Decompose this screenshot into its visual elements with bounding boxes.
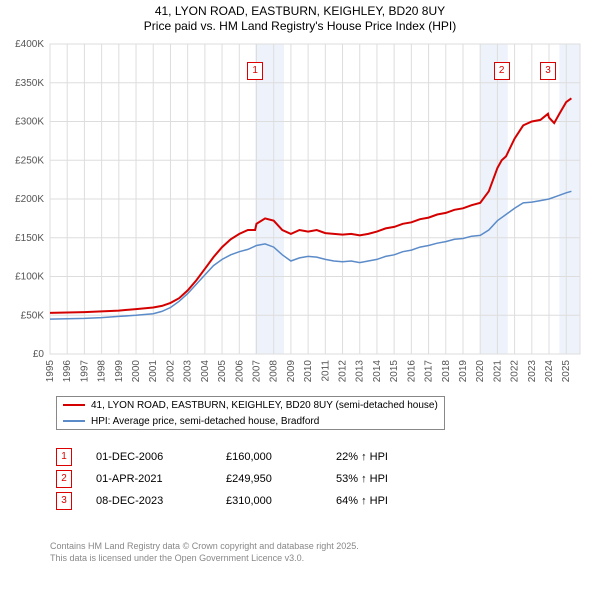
svg-text:2009: 2009 (286, 360, 297, 383)
svg-text:2023: 2023 (527, 360, 538, 383)
price-chart: £0 £50K £100K £150K £200K £250K £300K £350K £400… (0, 0, 600, 395)
transaction-pct: 64% ↑ HPI (336, 495, 456, 507)
svg-text:1999: 1999 (114, 360, 125, 383)
legend-swatch-icon (63, 404, 85, 406)
svg-text:2003: 2003 (183, 360, 194, 383)
transactions-table: 1 01-DEC-2006£160,00022% ↑ HPI 2 01-APR-202… (56, 446, 456, 512)
transaction-row-3: 3 08-DEC-2023£310,00064% ↑ HPI (56, 490, 456, 512)
svg-text:1996: 1996 (62, 360, 73, 383)
transaction-price: £310,000 (226, 495, 336, 507)
svg-text:2014: 2014 (372, 360, 383, 383)
svg-text:2020: 2020 (475, 360, 486, 383)
footer-line2: This data is licensed under the Open Gov… (50, 552, 359, 564)
svg-text:£150K: £150K (15, 233, 44, 244)
transaction-row-1: 1 01-DEC-2006£160,00022% ↑ HPI (56, 446, 456, 468)
svg-text:2024: 2024 (544, 360, 555, 383)
legend-label: 41, LYON ROAD, EASTBURN, KEIGHLEY, BD20 … (91, 400, 438, 411)
svg-text:2002: 2002 (165, 360, 176, 383)
svg-text:2011: 2011 (320, 360, 331, 382)
svg-text:£350K: £350K (15, 78, 44, 89)
transaction-marker-icon: 3 (56, 492, 72, 510)
svg-text:2016: 2016 (406, 360, 417, 383)
svg-text:1995: 1995 (45, 360, 56, 383)
svg-text:2021: 2021 (492, 360, 503, 383)
legend-label: HPI: Average price, semi-detached house,… (91, 416, 319, 427)
transaction-price: £160,000 (226, 451, 336, 463)
svg-text:2004: 2004 (200, 360, 211, 383)
svg-text:2015: 2015 (389, 360, 400, 383)
svg-text:£100K: £100K (15, 272, 44, 283)
svg-text:£50K: £50K (21, 310, 45, 321)
transaction-marker-icon: 1 (56, 448, 72, 466)
svg-text:£200K: £200K (15, 194, 44, 205)
svg-text:2017: 2017 (424, 360, 435, 383)
svg-text:2005: 2005 (217, 360, 228, 383)
transaction-pct: 22% ↑ HPI (336, 451, 456, 463)
transaction-price: £249,950 (226, 473, 336, 485)
chart-marker-3: 3 (540, 62, 556, 80)
svg-text:2006: 2006 (234, 360, 245, 383)
svg-text:£250K: £250K (15, 155, 44, 166)
chart-marker-1: 1 (247, 62, 263, 80)
transaction-date: 01-DEC-2006 (96, 451, 226, 463)
svg-text:2000: 2000 (131, 360, 142, 383)
legend: 41, LYON ROAD, EASTBURN, KEIGHLEY, BD20 … (56, 396, 445, 430)
legend-swatch-icon (63, 420, 85, 422)
svg-text:1997: 1997 (79, 360, 90, 383)
svg-text:2010: 2010 (303, 360, 314, 383)
svg-text:2013: 2013 (355, 360, 366, 383)
chart-marker-2: 2 (494, 62, 510, 80)
svg-text:£0: £0 (33, 349, 45, 360)
svg-text:2012: 2012 (338, 360, 349, 383)
transaction-pct: 53% ↑ HPI (336, 473, 456, 485)
transaction-date: 01-APR-2021 (96, 473, 226, 485)
legend-row-0: 41, LYON ROAD, EASTBURN, KEIGHLEY, BD20 … (57, 397, 444, 413)
svg-text:2019: 2019 (458, 360, 469, 383)
attribution-footer: Contains HM Land Registry data © Crown c… (50, 540, 359, 564)
svg-text:2008: 2008 (269, 360, 280, 383)
svg-text:2025: 2025 (561, 360, 572, 383)
footer-line1: Contains HM Land Registry data © Crown c… (50, 540, 359, 552)
transaction-date: 08-DEC-2023 (96, 495, 226, 507)
svg-text:1998: 1998 (97, 360, 108, 383)
svg-text:2022: 2022 (510, 360, 521, 383)
svg-text:2007: 2007 (251, 360, 262, 383)
svg-text:2018: 2018 (441, 360, 452, 383)
svg-text:2001: 2001 (148, 360, 159, 383)
transaction-row-2: 2 01-APR-2021£249,95053% ↑ HPI (56, 468, 456, 490)
transaction-marker-icon: 2 (56, 470, 72, 488)
legend-row-1: HPI: Average price, semi-detached house,… (57, 413, 444, 429)
svg-text:£300K: £300K (15, 117, 44, 128)
svg-text:£400K: £400K (15, 39, 44, 50)
